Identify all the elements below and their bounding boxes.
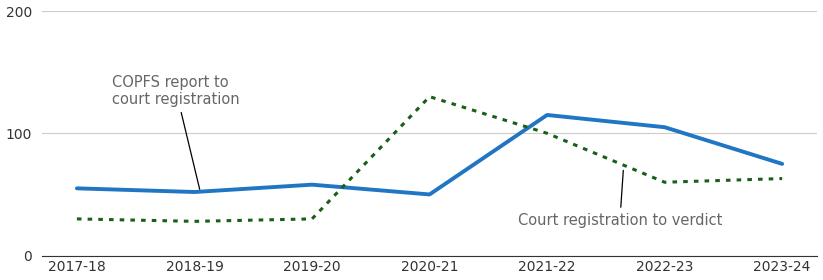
Text: COPFS report to
court registration: COPFS report to court registration bbox=[112, 75, 239, 189]
Text: Court registration to verdict: Court registration to verdict bbox=[518, 170, 722, 228]
